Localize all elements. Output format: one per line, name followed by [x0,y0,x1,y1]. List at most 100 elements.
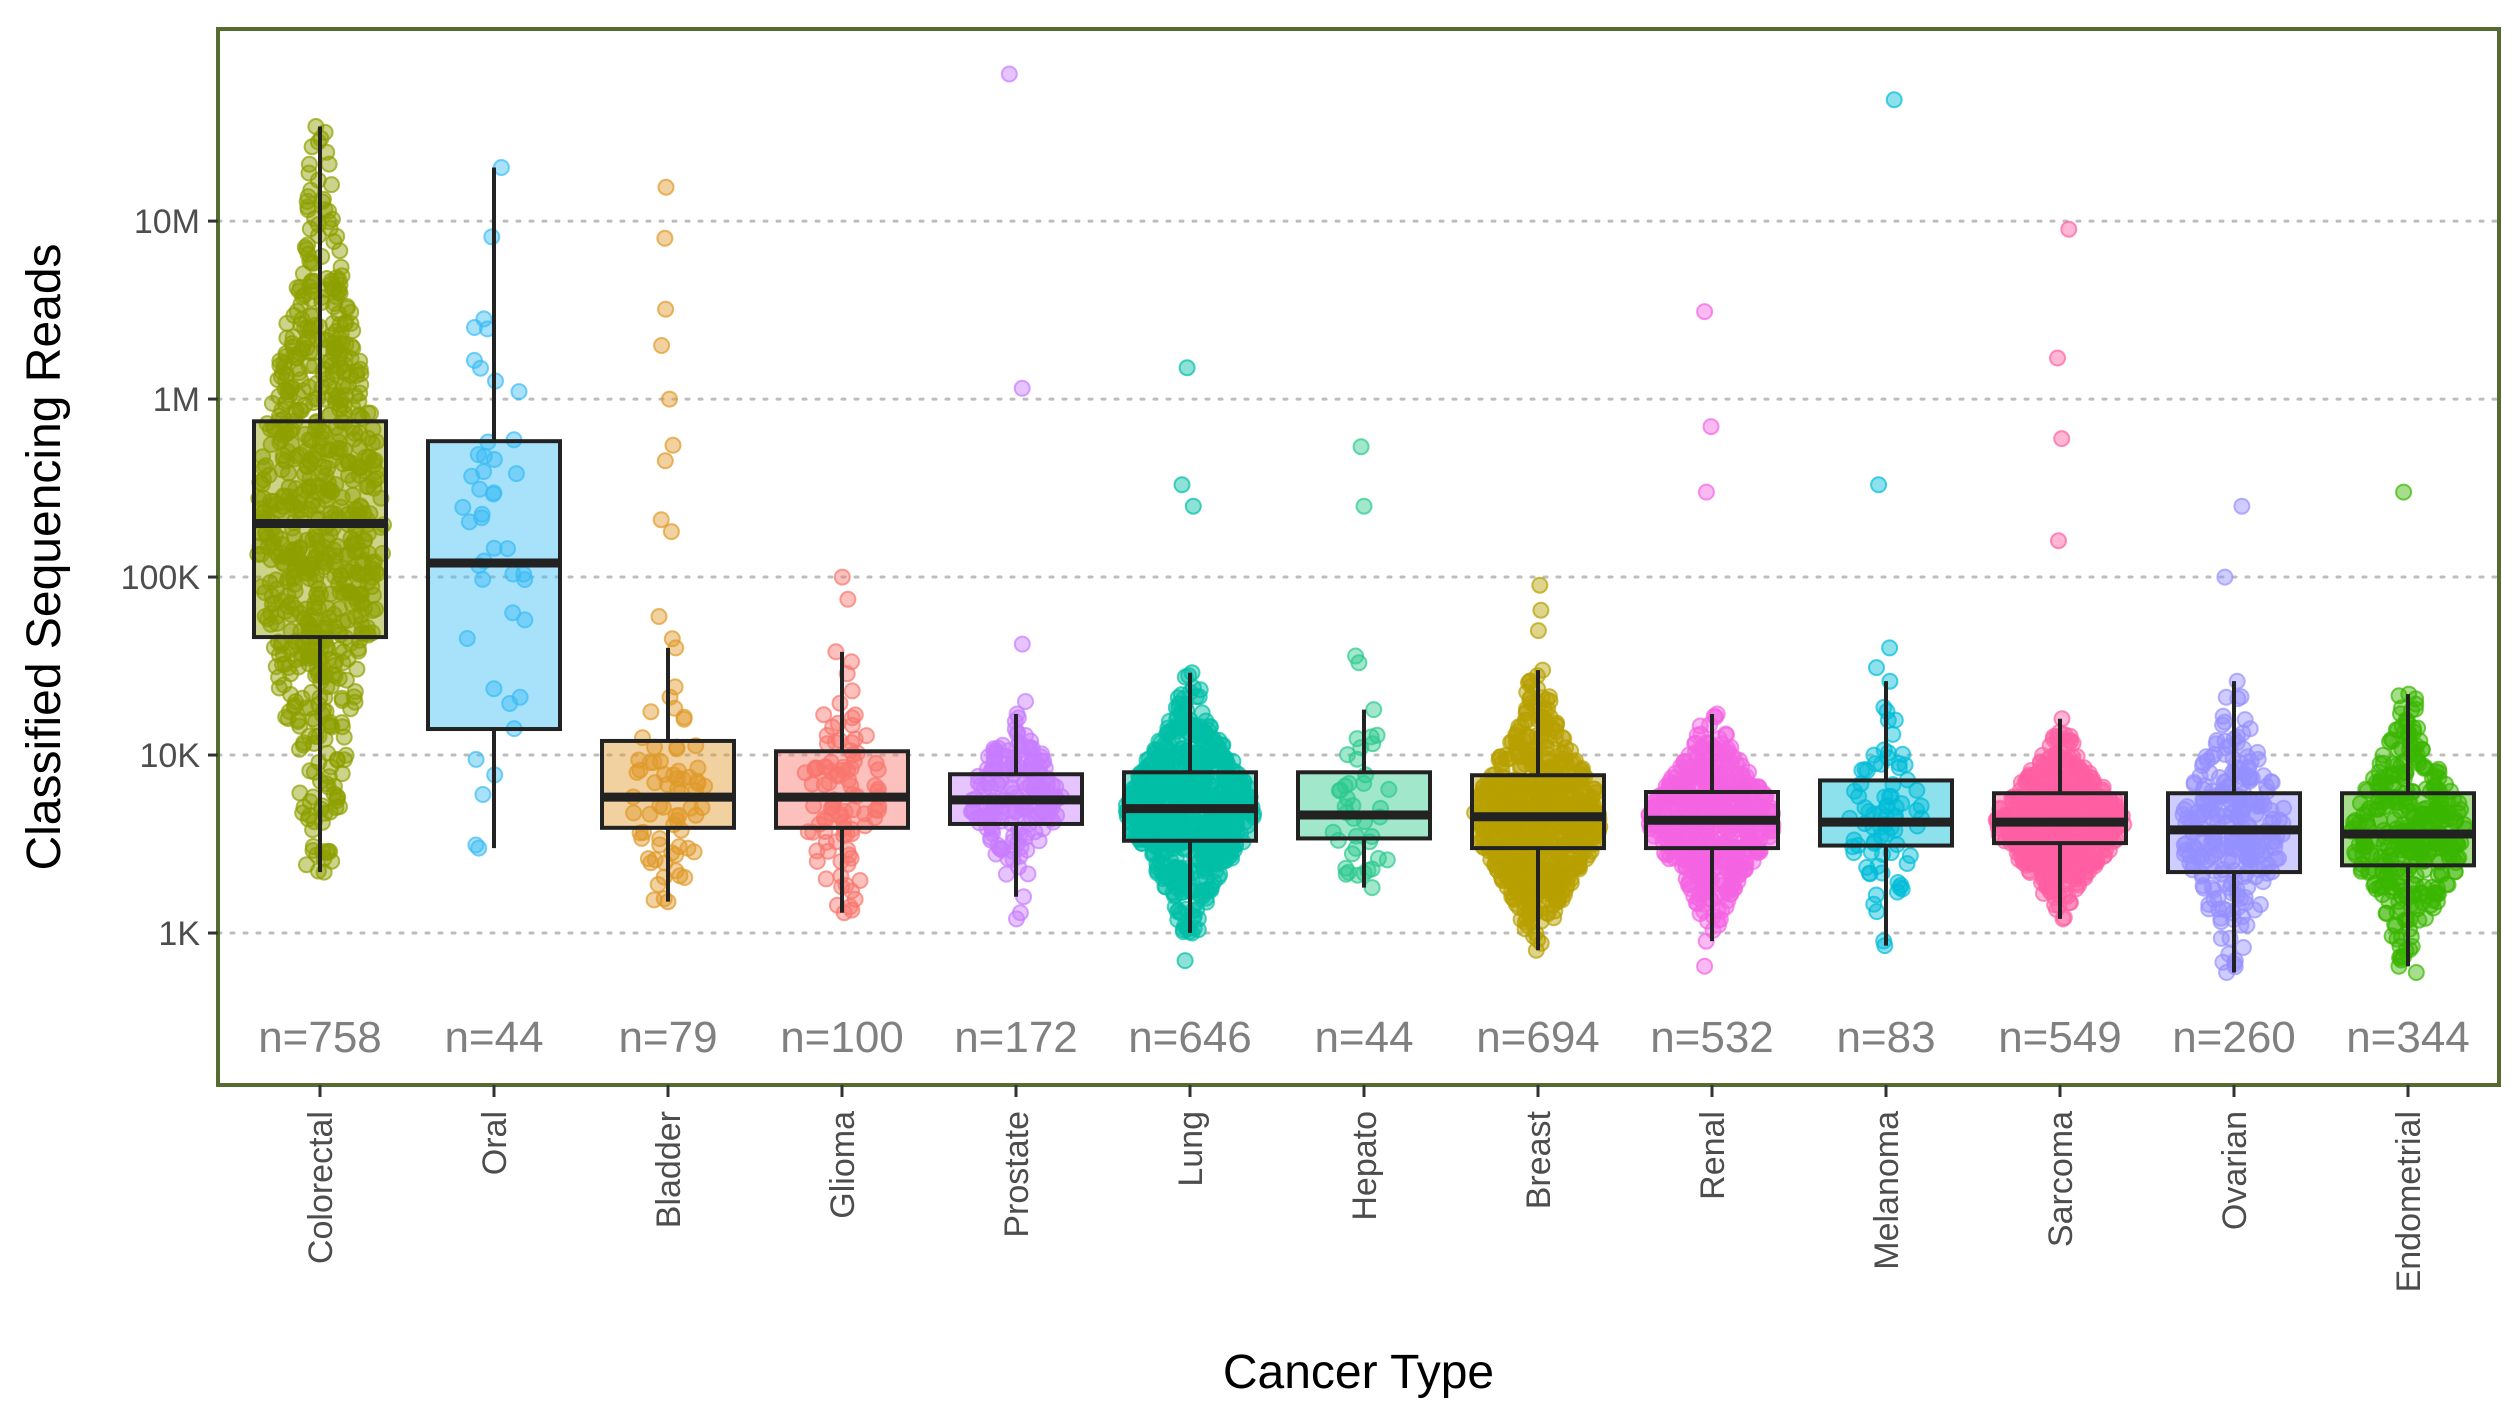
outlier-point [1881,639,1899,657]
data-point [1868,903,1886,921]
outlier-point [2395,483,2413,501]
data-point [685,843,703,861]
data-point [651,836,669,854]
outlier-point [2407,964,2425,981]
data-point [1856,761,1874,778]
data-point [1019,865,1037,883]
data-point [1695,902,1713,920]
data-point [2043,759,2061,776]
data-point [997,865,1015,883]
data-point [1867,886,1885,904]
data-point [1195,840,1213,858]
data-point [267,658,285,676]
outlier-point [1531,576,1549,594]
data-point [1155,856,1173,873]
x-tick-label: Colorectal [302,1111,340,1264]
data-point [343,337,361,355]
data-point [2255,767,2273,785]
y-tick-label: 10M [134,203,200,241]
data-point [817,870,835,888]
data-point [2061,727,2079,745]
data-point [2228,672,2246,690]
y-tick-label: 100K [121,559,201,597]
data-point [472,359,489,377]
data-point [1362,728,1380,746]
data-point [284,338,302,356]
data-point [325,657,343,675]
data-point [1684,857,1702,875]
data-point [2086,857,2104,875]
outlier-point [1697,483,1715,501]
x-tick-label: Glioma [824,1111,862,1219]
outlier-point [653,337,671,354]
data-point [1686,735,1704,753]
data-point [642,703,660,721]
outlier-point [1352,438,1370,456]
data-point [326,340,344,357]
data-point [293,649,310,667]
outlier-point [1011,904,1029,922]
data-point [325,298,343,316]
data-point [1505,870,1523,888]
data-point [1516,920,1534,938]
data-point [2191,767,2209,785]
data-point [1015,888,1033,906]
count-label: n=83 [1836,1013,1935,1062]
outlier-point [1355,497,1373,515]
data-point [303,683,321,701]
data-point [1875,932,1893,950]
x-tick-label: Lung [1172,1111,1210,1187]
data-point [2433,866,2451,883]
outlier-point [1529,622,1547,640]
data-point [2214,707,2232,725]
data-point [1898,855,1916,872]
data-point [277,372,295,390]
x-tick-label: Ovarian [2216,1111,2254,1230]
data-point [336,315,354,333]
data-point [1159,719,1177,737]
data-point [2423,878,2441,896]
data-point [1509,723,1527,741]
data-point [270,387,288,405]
data-point [1549,884,1567,902]
data-point [1886,711,1904,729]
data-point [483,228,501,246]
outlier-point [1184,497,1202,515]
data-point [1365,701,1383,719]
data-point [467,750,485,768]
data-point [335,728,353,746]
outlier-point [1702,418,1720,436]
data-point [2374,754,2392,772]
box-iqr [1818,778,1954,848]
x-tick-label: Prostate [998,1111,1036,1238]
data-point [2409,719,2427,737]
outlier-point [663,630,681,648]
data-point [645,891,663,909]
data-point [2021,851,2038,869]
data-point [1150,732,1168,750]
data-point [467,836,485,854]
outlier-point [1013,635,1031,653]
data-point [298,856,315,874]
data-point [2061,894,2078,911]
data-point [2417,759,2435,777]
outlier-point [1000,65,1018,83]
data-point [510,383,528,401]
data-point [1691,717,1709,735]
data-point [2390,687,2408,705]
data-point [1541,708,1559,726]
data-point [1516,747,1534,765]
outlier-point [1532,601,1550,619]
x-tick-label: Breast [1520,1110,1558,1209]
outlier-point [2060,220,2078,238]
data-point [989,836,1007,854]
outlier-point [1178,359,1196,377]
count-label: n=260 [2172,1013,2296,1062]
data-point [1888,883,1906,901]
data-point [1217,851,1235,869]
data-point [282,665,300,683]
data-point [2425,899,2442,917]
data-point [287,693,305,711]
outlier-point [1017,693,1034,710]
